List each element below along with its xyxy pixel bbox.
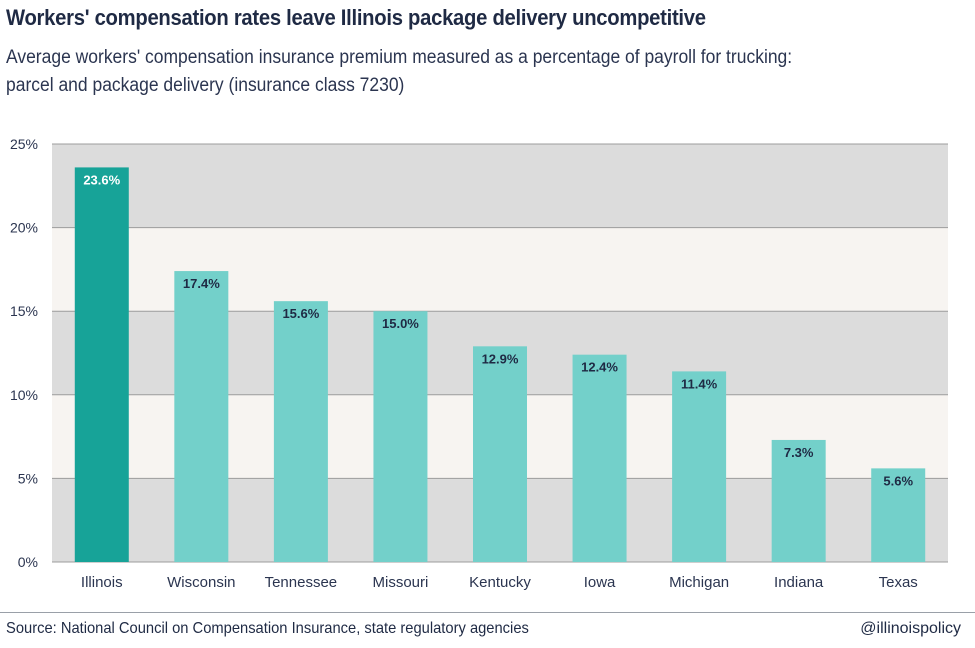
y-tick-label: 15% xyxy=(10,303,38,319)
y-tick-label: 0% xyxy=(18,554,38,570)
x-tick-label-illinois: Illinois xyxy=(81,574,123,591)
bar-kentucky xyxy=(473,346,527,562)
y-tick-label: 25% xyxy=(10,136,38,152)
bar-chart: 0% 5% 10% 15% 20% 25% 23.6% 17.4% 15.6% 15.0% 12.… xyxy=(10,136,948,591)
x-tick-label-michigan: Michigan xyxy=(669,574,729,591)
y-tick-label: 20% xyxy=(10,220,38,236)
data-label-wisconsin: 17.4% xyxy=(183,276,220,291)
x-tick-label-texas: Texas xyxy=(879,574,918,591)
data-label-texas: 5.6% xyxy=(883,473,913,488)
bar-illinois xyxy=(74,167,129,562)
bar-iowa xyxy=(572,354,627,562)
x-tick-label-missouri: Missouri xyxy=(373,574,429,591)
bar-texas xyxy=(871,468,926,562)
y-tick-label: 5% xyxy=(18,470,38,486)
chart-subtitle: Average workers' compensation insurance … xyxy=(6,44,935,100)
bar-wisconsin xyxy=(174,271,229,562)
x-tick-label-tennessee: Tennessee xyxy=(265,574,338,591)
band-20-25 xyxy=(52,144,948,228)
data-labels: 23.6% 17.4% 15.6% 15.0% 12.9% 12.4% 11.4% 7.3% 5… xyxy=(83,172,913,488)
bar-michigan xyxy=(672,371,727,562)
subtitle-line-2: parcel and package delivery (insurance c… xyxy=(6,75,405,96)
data-label-michigan: 11.4% xyxy=(681,376,718,391)
bars xyxy=(74,167,926,562)
data-label-missouri: 15.0% xyxy=(382,316,419,331)
x-tick-label-iowa: Iowa xyxy=(584,574,616,591)
y-tick-label: 10% xyxy=(10,387,38,403)
bar-missouri xyxy=(373,311,428,562)
y-axis-ticks: 0% 5% 10% 15% 20% 25% xyxy=(10,136,38,570)
social-handle: @illinoispolicy xyxy=(860,620,961,637)
data-label-kentucky: 12.9% xyxy=(482,351,519,366)
source-note: Source: National Council on Compensation… xyxy=(6,620,529,637)
footer-divider xyxy=(0,612,975,613)
x-tick-label-kentucky: Kentucky xyxy=(469,574,531,591)
data-label-indiana: 7.3% xyxy=(784,445,814,460)
subtitle-line-1: Average workers' compensation insurance … xyxy=(6,47,793,68)
x-tick-label-wisconsin: Wisconsin xyxy=(167,574,235,591)
data-label-tennessee: 15.6% xyxy=(282,306,319,321)
bar-indiana xyxy=(771,439,826,562)
data-label-illinois: 23.6% xyxy=(83,172,120,187)
chart-title: Workers' compensation rates leave Illino… xyxy=(6,5,706,30)
x-axis-ticks: Illinois Wisconsin Tennessee Missouri Kentuc… xyxy=(81,574,918,591)
x-tick-label-indiana: Indiana xyxy=(774,574,824,591)
bar-tennessee xyxy=(273,301,328,562)
data-label-iowa: 12.4% xyxy=(581,360,618,375)
